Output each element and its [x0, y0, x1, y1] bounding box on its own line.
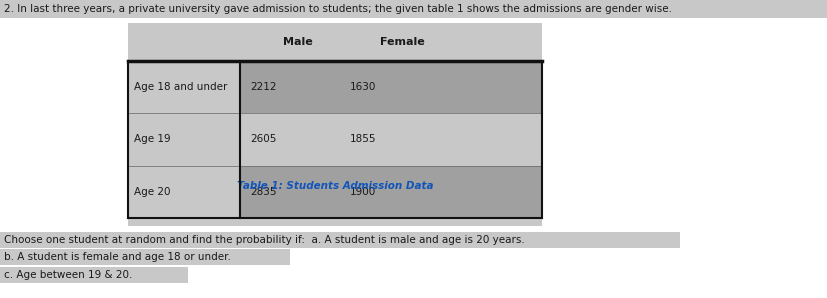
Text: 1630: 1630 — [350, 82, 376, 92]
Text: Table 1: Students Admission Data: Table 1: Students Admission Data — [237, 181, 433, 191]
FancyBboxPatch shape — [240, 166, 542, 218]
Text: 2605: 2605 — [250, 134, 276, 145]
Text: Choose one student at random and find the probability if:  a. A student is male : Choose one student at random and find th… — [4, 235, 524, 245]
Text: Age 19: Age 19 — [134, 134, 170, 145]
Text: 2212: 2212 — [250, 82, 276, 92]
FancyBboxPatch shape — [128, 23, 542, 226]
Text: Male: Male — [283, 37, 313, 47]
Text: c. Age between 19 & 20.: c. Age between 19 & 20. — [4, 270, 132, 280]
Text: 1855: 1855 — [350, 134, 376, 145]
Text: 2835: 2835 — [250, 187, 276, 197]
FancyBboxPatch shape — [0, 0, 827, 18]
Text: b. A student is female and age 18 or under.: b. A student is female and age 18 or und… — [4, 252, 231, 262]
FancyBboxPatch shape — [0, 232, 679, 248]
Text: Female: Female — [379, 37, 424, 47]
FancyBboxPatch shape — [0, 249, 289, 265]
Text: 1900: 1900 — [350, 187, 375, 197]
FancyBboxPatch shape — [240, 61, 542, 113]
FancyBboxPatch shape — [240, 113, 542, 166]
Text: Age 18 and under: Age 18 and under — [134, 82, 227, 92]
FancyBboxPatch shape — [0, 267, 188, 283]
Text: Age 20: Age 20 — [134, 187, 170, 197]
Text: 2. In last three years, a private university gave admission to students; the giv: 2. In last three years, a private univer… — [4, 4, 672, 14]
